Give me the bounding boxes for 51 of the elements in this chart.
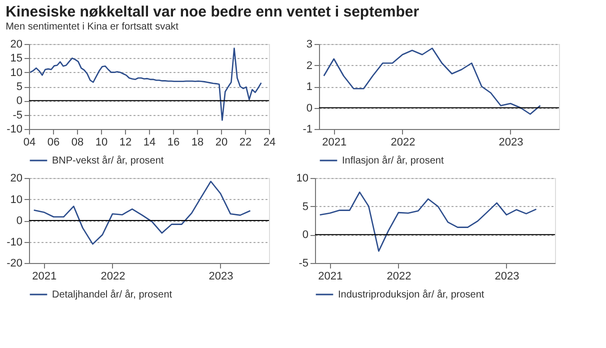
legend-label: Inflasjon år/ år, prosent	[342, 154, 444, 166]
y-tick-label: 5	[302, 200, 308, 213]
x-tick-label: 2022	[386, 270, 412, 282]
y-tick-label: 5	[16, 81, 22, 93]
legend-label: BNP-vekst år/ år, prosent	[52, 154, 164, 166]
y-tick-label: 10	[10, 66, 22, 79]
y-tick-label: 0	[16, 215, 22, 227]
x-tick-label: 2023	[498, 136, 524, 148]
y-tick-label: -1	[302, 124, 312, 136]
y-tick-label: 20	[10, 172, 22, 184]
x-tick-label: 20	[215, 136, 228, 148]
x-tick-label: 2021	[318, 270, 343, 282]
legend-label: Industriproduksjon år/ år, prosent	[338, 288, 484, 300]
x-tick-label: 2021	[32, 270, 57, 282]
x-tick-label: 08	[71, 136, 84, 148]
legend-label: Detaljhandel år/ år, prosent	[52, 288, 172, 300]
x-tick-label: 18	[191, 136, 204, 148]
chart-title: Kinesiske nøkkeltall var noe bedre enn ventet i september	[6, 4, 420, 20]
x-tick-label: 10	[95, 136, 108, 148]
x-tick-label: 2023	[208, 270, 234, 282]
y-tick-label: 1	[306, 81, 312, 93]
line-series	[319, 192, 537, 252]
line-series	[323, 48, 541, 115]
y-tick-label: 0	[306, 102, 312, 114]
x-tick-label: 12	[119, 136, 132, 148]
y-tick-label: -10	[6, 236, 22, 248]
y-tick-label: 15	[10, 52, 22, 65]
x-tick-label: 06	[47, 136, 60, 148]
x-tick-label: 2023	[494, 270, 520, 282]
y-tick-label: -5	[298, 258, 308, 270]
chart-subtitle: Men sentimentet i Kina er fortsatt svakt	[6, 22, 179, 32]
y-tick-label: -10	[6, 124, 22, 136]
x-tick-label: 2021	[322, 136, 347, 148]
y-tick-label: -20	[6, 258, 22, 270]
y-tick-label: 10	[10, 194, 22, 206]
y-tick-label: 20	[10, 38, 22, 50]
y-tick-label: 3	[306, 38, 312, 50]
line-series	[33, 180, 251, 245]
line-series	[30, 48, 262, 121]
x-tick-label: 2022	[100, 270, 126, 282]
y-tick-label: 0	[16, 95, 22, 108]
x-tick-label: 24	[263, 136, 276, 148]
y-tick-label: 10	[296, 172, 308, 184]
x-tick-label: 22	[239, 136, 252, 148]
y-tick-label: 0	[302, 229, 308, 242]
x-tick-label: 16	[167, 136, 180, 148]
x-tick-label: 2022	[390, 136, 416, 148]
y-tick-label: -5	[12, 109, 22, 122]
x-tick-label: 04	[23, 136, 36, 148]
x-tick-label: 14	[143, 136, 156, 148]
y-tick-label: 2	[306, 60, 312, 72]
